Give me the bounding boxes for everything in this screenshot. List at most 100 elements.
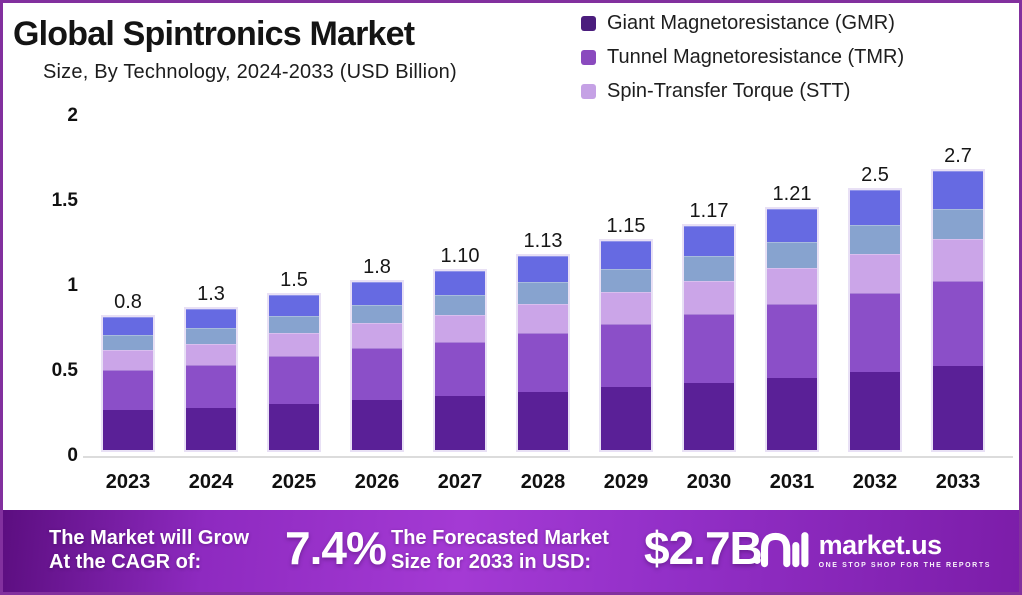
bar-2027-segment-unlabeled-segment-blue-violet bbox=[435, 270, 485, 296]
bar-2027-segment-unlabeled-segment-light-blue bbox=[435, 295, 485, 315]
bar-2033 bbox=[931, 169, 985, 452]
bar-2023-segment-unlabeled-segment-blue-violet bbox=[103, 317, 153, 335]
bar-2033-segment-unlabeled-segment-light-blue bbox=[933, 208, 983, 240]
bar-2024-segment-giant-magnetoresistance-gmr- bbox=[186, 407, 236, 450]
bar-2032-segment-unlabeled-segment-blue-violet bbox=[850, 189, 900, 226]
bar-value-label-2023: 0.8 bbox=[114, 291, 142, 313]
bar-2029-segment-tunnel-magnetoresistance-tmr- bbox=[601, 323, 651, 388]
x-axis-tick-2026: 2026 bbox=[354, 471, 400, 493]
bar-value-label-2030: 1.17 bbox=[689, 200, 729, 222]
bar-2031-segment-giant-magnetoresistance-gmr- bbox=[767, 377, 817, 450]
bar-2023-segment-spin-transfer-torque-stt- bbox=[103, 349, 153, 370]
bar-2031-segment-tunnel-magnetoresistance-tmr- bbox=[767, 304, 817, 378]
page-subtitle: Size, By Technology, 2024-2033 (USD Bill… bbox=[43, 61, 457, 83]
bar-2029-segment-unlabeled-segment-blue-violet bbox=[601, 241, 651, 270]
bar-2025-segment-tunnel-magnetoresistance-tmr- bbox=[269, 356, 319, 404]
bar-2024-segment-unlabeled-segment-blue-violet bbox=[186, 309, 236, 329]
legend-swatch-icon bbox=[581, 16, 596, 31]
bar-2030-segment-unlabeled-segment-blue-violet bbox=[684, 226, 734, 257]
y-axis-tick-0.5: 0.5 bbox=[51, 360, 78, 381]
bar-2033-segment-unlabeled-segment-blue-violet bbox=[933, 171, 983, 209]
bar-value-label-2031: 1.21 bbox=[772, 183, 812, 205]
footer-banner: The Market will Grow At the CAGR of: 7.4… bbox=[3, 510, 1019, 592]
bar-2032-segment-giant-magnetoresistance-gmr- bbox=[850, 372, 900, 450]
bar-2023-segment-giant-magnetoresistance-gmr- bbox=[103, 410, 153, 450]
bar-2030-segment-unlabeled-segment-light-blue bbox=[684, 256, 734, 281]
legend-label: Tunnel Magnetoresistance (TMR) bbox=[607, 46, 905, 68]
bar-2032-segment-spin-transfer-torque-stt- bbox=[850, 253, 900, 293]
bar-2023 bbox=[101, 315, 155, 452]
bar-2026-segment-giant-magnetoresistance-gmr- bbox=[352, 399, 402, 450]
x-axis-tick-2032: 2032 bbox=[852, 471, 898, 493]
legend-label: Giant Magnetoresistance (GMR) bbox=[607, 12, 895, 34]
bar-2027-segment-tunnel-magnetoresistance-tmr- bbox=[435, 341, 485, 397]
bar-2030 bbox=[682, 224, 736, 452]
bar-2028-segment-tunnel-magnetoresistance-tmr- bbox=[518, 332, 568, 392]
bar-value-label-2028: 1.13 bbox=[523, 230, 563, 252]
bar-2031-segment-unlabeled-segment-blue-violet bbox=[767, 209, 817, 242]
x-axis-tick-2027: 2027 bbox=[437, 471, 483, 493]
bar-2030-segment-giant-magnetoresistance-gmr- bbox=[684, 382, 734, 450]
bar-2031-segment-spin-transfer-torque-stt- bbox=[767, 268, 817, 305]
bar-2026-segment-tunnel-magnetoresistance-tmr- bbox=[352, 348, 402, 400]
bar-2024-segment-spin-transfer-torque-stt- bbox=[186, 343, 236, 365]
legend-item-2: Spin-Transfer Torque (STT) bbox=[581, 79, 904, 104]
cagr-value: 7.4% bbox=[285, 522, 387, 574]
bar-value-label-2032: 2.5 bbox=[861, 164, 889, 186]
bar-2028-segment-spin-transfer-torque-stt- bbox=[518, 303, 568, 333]
bar-2025-segment-spin-transfer-torque-stt- bbox=[269, 332, 319, 357]
bar-2032 bbox=[848, 188, 902, 452]
bar-2029-segment-spin-transfer-torque-stt- bbox=[601, 292, 651, 324]
bar-2027-segment-giant-magnetoresistance-gmr- bbox=[435, 396, 485, 450]
chart-legend: Giant Magnetoresistance (GMR) Tunnel Magn… bbox=[581, 11, 904, 104]
bar-2030-segment-tunnel-magnetoresistance-tmr- bbox=[684, 314, 734, 383]
bar-2024 bbox=[184, 307, 238, 452]
bar-2028-segment-unlabeled-segment-light-blue bbox=[518, 282, 568, 304]
bar-value-label-2024: 1.3 bbox=[197, 283, 225, 305]
bar-2033-segment-giant-magnetoresistance-gmr- bbox=[933, 366, 983, 450]
legend-label: Spin-Transfer Torque (STT) bbox=[607, 80, 851, 102]
y-axis-tick-0: 0 bbox=[67, 445, 78, 466]
legend-swatch-icon bbox=[581, 50, 596, 65]
x-axis-line bbox=[83, 456, 1013, 458]
y-axis-tick-2: 2 bbox=[67, 105, 78, 126]
brand-tagline: ONE STOP SHOP FOR THE REPORTS bbox=[818, 562, 991, 569]
bar-2033-segment-spin-transfer-torque-stt- bbox=[933, 239, 983, 282]
bar-value-label-2027: 1.10 bbox=[440, 245, 480, 267]
bar-2030-segment-spin-transfer-torque-stt- bbox=[684, 280, 734, 315]
bar-2028-segment-unlabeled-segment-blue-violet bbox=[518, 256, 568, 283]
cagr-text: The Market will Grow At the CAGR of: bbox=[49, 527, 250, 573]
bar-2026-segment-spin-transfer-torque-stt- bbox=[352, 323, 402, 349]
legend-item-0: Giant Magnetoresistance (GMR) bbox=[581, 11, 904, 36]
x-axis-tick-2028: 2028 bbox=[520, 471, 566, 493]
market-us-logo: market.us ONE STOP SHOP FOR THE REPORTS bbox=[753, 526, 991, 575]
bar-2026 bbox=[350, 280, 404, 452]
legend-item-1: Tunnel Magnetoresistance (TMR) bbox=[581, 45, 904, 70]
bar-2023-segment-tunnel-magnetoresistance-tmr- bbox=[103, 369, 153, 411]
page-title: Global Spintronics Market bbox=[13, 15, 415, 53]
bar-value-label-2025: 1.5 bbox=[280, 269, 308, 291]
x-axis-tick-2024: 2024 bbox=[188, 471, 234, 493]
bar-2029-segment-unlabeled-segment-light-blue bbox=[601, 269, 651, 293]
bar-2023-segment-unlabeled-segment-light-blue bbox=[103, 334, 153, 350]
brand-text: market.us ONE STOP SHOP FOR THE REPORTS bbox=[818, 530, 991, 570]
brand-name: market.us bbox=[818, 530, 943, 560]
x-axis-tick-2030: 2030 bbox=[686, 471, 732, 493]
bar-value-label-2026: 1.8 bbox=[363, 256, 391, 278]
market-us-logo-icon bbox=[753, 526, 809, 575]
x-axis-tick-2031: 2031 bbox=[769, 471, 815, 493]
bar-2025-segment-unlabeled-segment-blue-violet bbox=[269, 295, 319, 316]
bar-2025-segment-giant-magnetoresistance-gmr- bbox=[269, 403, 319, 450]
x-axis-tick-2029: 2029 bbox=[603, 471, 649, 493]
bar-2029 bbox=[599, 239, 653, 452]
bar-2027-segment-spin-transfer-torque-stt- bbox=[435, 314, 485, 342]
legend-swatch-icon bbox=[581, 84, 596, 99]
bar-2026-segment-unlabeled-segment-blue-violet bbox=[352, 281, 402, 305]
stacked-bar-chart: 0 0.5 1 1.5 2 0.8 2023 1.3 2024 1.5 2025 1.8 2026 1.1… bbox=[3, 3, 1019, 592]
bar-2031-segment-unlabeled-segment-light-blue bbox=[767, 241, 817, 269]
bar-2027 bbox=[433, 269, 487, 452]
bar-2024-segment-unlabeled-segment-light-blue bbox=[186, 328, 236, 344]
bar-value-label-2029: 1.15 bbox=[606, 215, 646, 237]
bar-2029-segment-giant-magnetoresistance-gmr- bbox=[601, 387, 651, 450]
forecast-text: The Forecasted Market Size for 2033 in U… bbox=[391, 527, 609, 573]
